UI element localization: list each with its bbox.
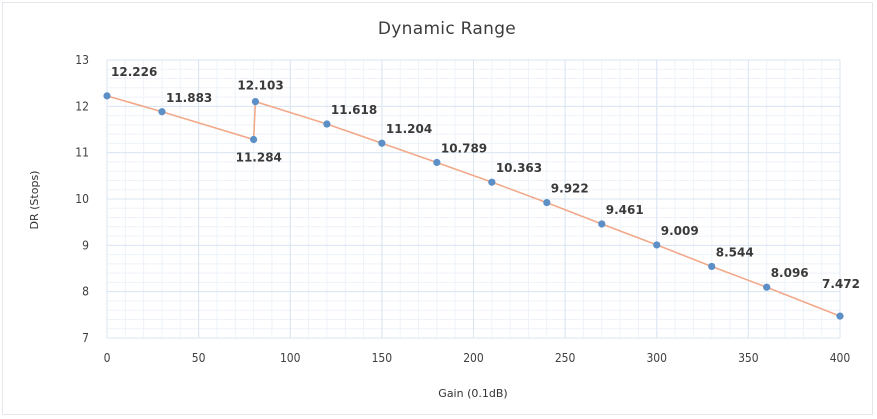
y-tick-label: 10 <box>75 192 89 206</box>
x-tick-label: 400 <box>830 351 851 365</box>
x-tick-label: 150 <box>372 351 393 365</box>
data-point <box>488 178 496 186</box>
x-tick-label: 0 <box>104 351 111 365</box>
data-label: 11.204 <box>386 122 432 136</box>
data-point <box>653 241 661 249</box>
y-tick-label: 13 <box>75 53 89 67</box>
data-label: 9.009 <box>661 224 699 238</box>
x-tick-label: 300 <box>646 351 667 365</box>
data-label: 11.284 <box>236 151 282 165</box>
y-axis-ticks: 7 8 9 10 11 12 13 <box>75 53 89 345</box>
y-tick-label: 7 <box>82 331 89 345</box>
data-point <box>103 92 111 100</box>
data-point <box>378 139 386 147</box>
x-axis-title: Gain (0.1dB) <box>438 387 507 400</box>
y-axis-title: DR (Stops) <box>28 171 41 230</box>
data-point <box>251 97 260 106</box>
y-tick-label: 11 <box>75 146 89 160</box>
x-tick-label: 50 <box>192 351 206 365</box>
data-point <box>158 108 166 116</box>
data-point <box>598 220 606 228</box>
data-point <box>250 135 258 144</box>
x-tick-label: 100 <box>280 351 301 365</box>
data-label: 11.618 <box>331 103 377 117</box>
data-label: 11.883 <box>166 91 212 105</box>
data-label: 8.096 <box>771 266 809 280</box>
y-tick-label: 9 <box>82 238 89 252</box>
data-label: 9.461 <box>606 203 644 217</box>
y-tick-label: 12 <box>75 99 89 113</box>
series-line <box>106 95 841 317</box>
data-label: 10.789 <box>441 141 487 155</box>
x-tick-label: 200 <box>463 351 484 365</box>
data-markers <box>103 92 844 320</box>
data-label: 10.363 <box>496 161 542 175</box>
y-tick-label: 8 <box>82 285 89 299</box>
x-tick-label: 250 <box>555 351 576 365</box>
data-point <box>543 199 551 207</box>
data-point <box>763 283 771 291</box>
x-tick-label: 350 <box>738 351 759 365</box>
data-label: 9.922 <box>551 182 589 196</box>
data-point <box>323 120 331 128</box>
data-point <box>708 262 716 271</box>
data-point <box>433 158 441 167</box>
data-label: 12.226 <box>111 65 157 79</box>
grid <box>106 59 841 339</box>
data-point <box>836 312 844 320</box>
data-label: 8.544 <box>716 245 754 259</box>
data-label: 12.103 <box>237 79 283 93</box>
chart-title: Dynamic Range <box>378 19 516 39</box>
data-labels: 12.226 11.883 11.284 12.103 11.618 11.204 10.7… <box>111 65 860 291</box>
x-axis-ticks: 0 50 100 150 200 250 300 350 400 <box>104 351 851 365</box>
data-label: 7.472 <box>822 277 860 291</box>
